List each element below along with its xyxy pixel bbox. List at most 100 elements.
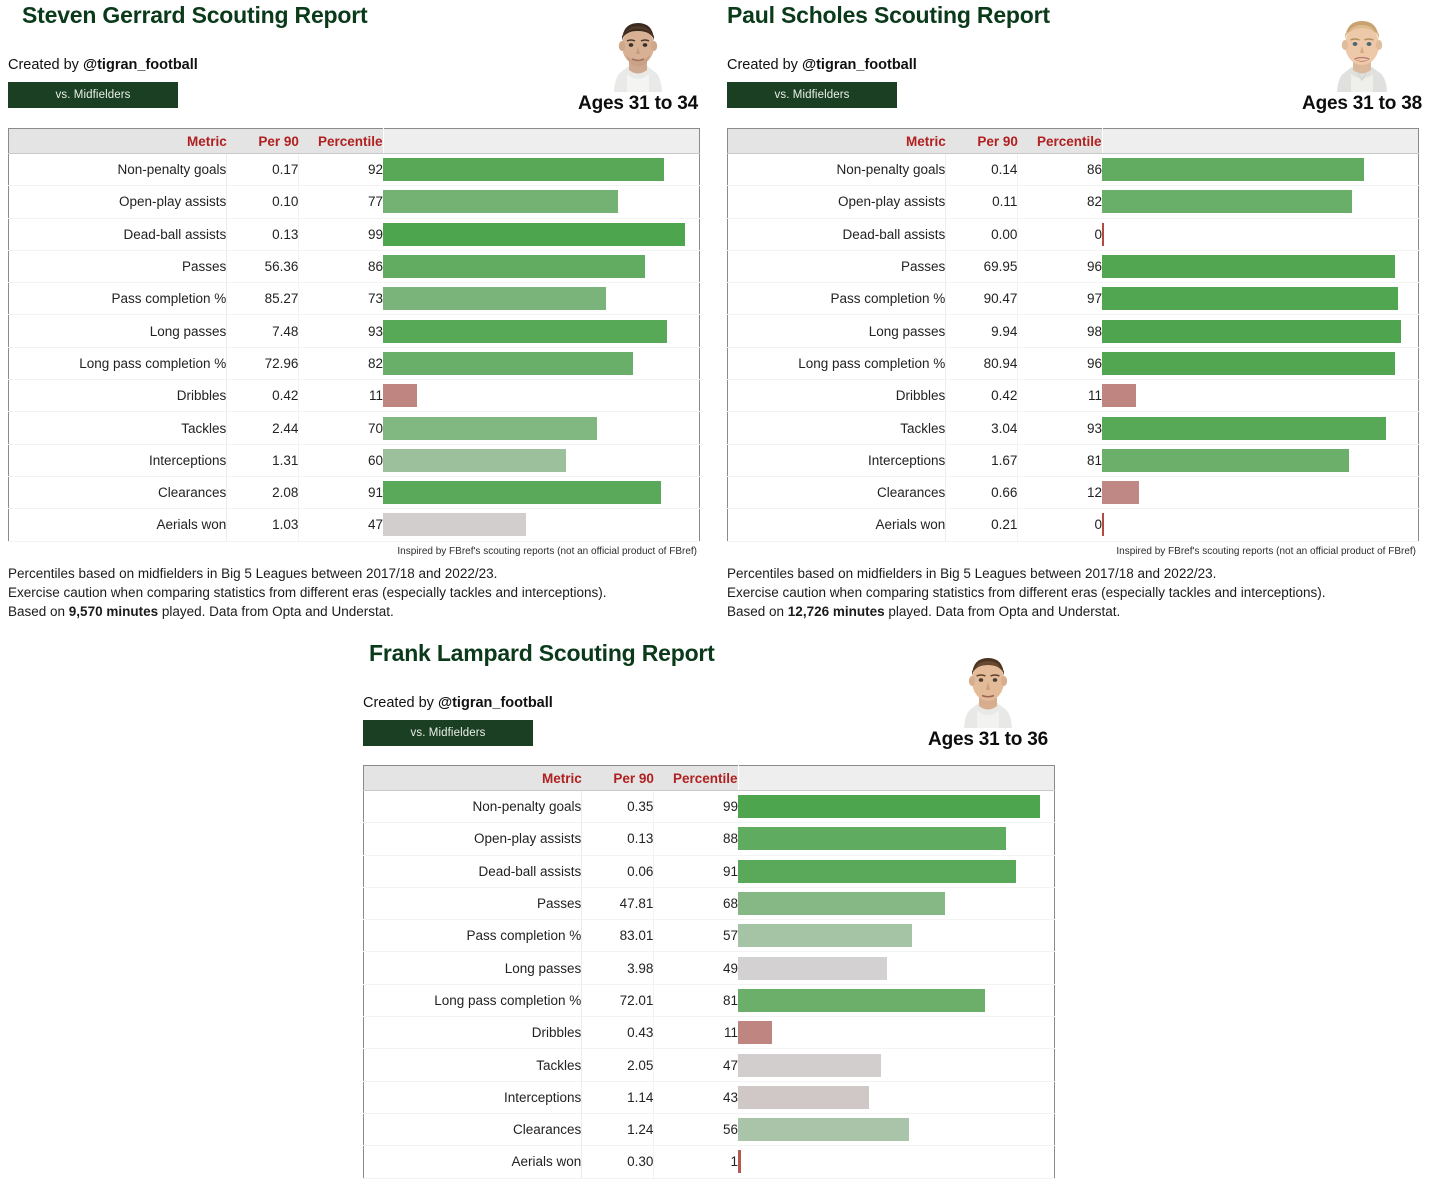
metric-name: Dead-ball assists [363,855,583,888]
percentile-bar [383,448,567,472]
percentile-bar [383,481,662,505]
table-row: Pass completion % 83.01 57 [363,919,1055,953]
headshot-block-gerrard: Ages 31 to 34 [568,14,708,115]
per90-value: 0.42 [945,379,1019,413]
percentile-bar [1102,513,1105,537]
percentile-bar [738,1053,882,1077]
table-row: Open-play assists 0.10 77 [8,185,700,219]
per90-value: 2.08 [226,476,300,510]
per90-value: 3.04 [945,411,1019,445]
metric-name: Tackles [363,1048,583,1082]
table-row: Aerials won 0.30 1 [363,1145,1055,1179]
footnote-scholes: Percentiles based on midfielders in Big … [727,564,1419,621]
metric-name: Clearances [8,476,228,510]
percentile-bar-cell [1102,411,1419,445]
percentile-value: 73 [298,282,384,316]
table-row: Dribbles 0.42 11 [8,379,700,413]
percentile-bar [738,956,888,980]
percentile-bar [1102,319,1402,343]
percentile-bar [738,859,1017,883]
created-by-gerrard: Created by @tigran_football [8,57,708,73]
metric-name: Aerials won [363,1145,583,1179]
percentile-bar-cell [1102,282,1419,316]
percentile-bar-cell [1102,185,1419,219]
column-header-bar [382,128,700,154]
percentile-value: 82 [1017,185,1103,219]
footnote-prefix: Based on [8,603,69,619]
percentile-value: 68 [653,887,739,921]
column-header-bar [737,765,1055,791]
percentile-value: 97 [1017,282,1103,316]
percentile-value: 56 [653,1113,739,1147]
percentile-value: 70 [298,411,384,445]
column-header-metric: Metric [363,765,582,791]
percentile-bar-cell [383,153,700,187]
created-by-prefix: Created by [727,57,802,73]
percentile-bar-cell [738,1145,1055,1179]
per90-value: 72.96 [226,347,300,381]
percentile-value: 77 [298,185,384,219]
created-by-lampard: Created by @tigran_football [363,695,1063,711]
created-by-scholes: Created by @tigran_football [727,57,1427,73]
percentile-value: 81 [653,984,739,1018]
per90-value: 56.36 [226,250,300,284]
percentile-bar [383,255,646,279]
metric-name: Dribbles [8,379,228,413]
percentile-value: 82 [298,347,384,381]
metric-name: Interceptions [727,444,947,477]
percentile-value: 86 [1017,153,1103,187]
per90-value: 1.31 [226,444,300,477]
metric-name: Tackles [727,411,947,445]
table-row: Pass completion % 85.27 73 [8,282,700,316]
metric-name: Long passes [363,951,583,985]
percentile-value: 96 [1017,250,1103,284]
per90-value: 0.11 [945,185,1019,219]
percentile-bar-cell [383,218,700,251]
page-title-scholes: Paul Scholes Scouting Report [727,2,1050,28]
footnote-prefix: Based on [727,603,788,619]
table-row: Passes 47.81 68 [363,887,1055,921]
table-row: Long pass completion % 80.94 96 [727,347,1419,381]
percentile-value: 81 [1017,444,1103,477]
percentile-value: 99 [298,218,384,251]
percentile-value: 86 [298,250,384,284]
percentile-bar [1102,384,1137,408]
percentile-value: 60 [298,444,384,477]
percentile-value: 57 [653,919,739,953]
percentile-bar [738,1021,773,1045]
metric-name: Long passes [727,314,947,348]
per90-value: 72.01 [581,984,655,1018]
metric-name: Dead-ball assists [8,218,228,251]
report-card-lampard: Frank Lampard Scouting Report Created by… [363,640,1063,1179]
percentile-bar [738,1150,742,1174]
table-row: Interceptions 1.31 60 [8,444,700,477]
percentile-bar [738,1118,910,1142]
per90-value: 0.35 [581,790,655,824]
table-row: Aerials won 0.21 0 [727,508,1419,542]
headshot-block-scholes: Ages 31 to 38 [1292,14,1432,115]
column-header-metric: Metric [727,128,946,154]
per90-value: 69.95 [945,250,1019,284]
headshot-block-lampard: Ages 31 to 36 [918,650,1058,751]
metric-name: Non-penalty goals [363,790,583,824]
table-row: Passes 56.36 86 [8,250,700,284]
per90-value: 47.81 [581,887,655,921]
metric-name: Long pass completion % [727,347,947,381]
table-row: Long passes 7.48 93 [8,314,700,348]
metric-name: Tackles [8,411,228,445]
metric-name: Dribbles [727,379,947,413]
table-row: Dribbles 0.43 11 [363,1016,1055,1050]
metric-name: Passes [727,250,947,284]
table-row: Dead-ball assists 0.00 0 [727,218,1419,251]
column-header-percentile: Percentile [298,128,384,154]
metric-name: Interceptions [363,1081,583,1114]
percentile-bar-cell [383,476,700,510]
column-header-metric: Metric [8,128,227,154]
percentile-bar-cell [738,1113,1055,1147]
percentile-bar [383,287,607,311]
percentile-value: 1 [653,1145,739,1179]
table-row: Long pass completion % 72.96 82 [8,347,700,381]
percentile-bar [383,158,665,182]
table-row: Long pass completion % 72.01 81 [363,984,1055,1018]
percentile-bar [1102,255,1396,279]
